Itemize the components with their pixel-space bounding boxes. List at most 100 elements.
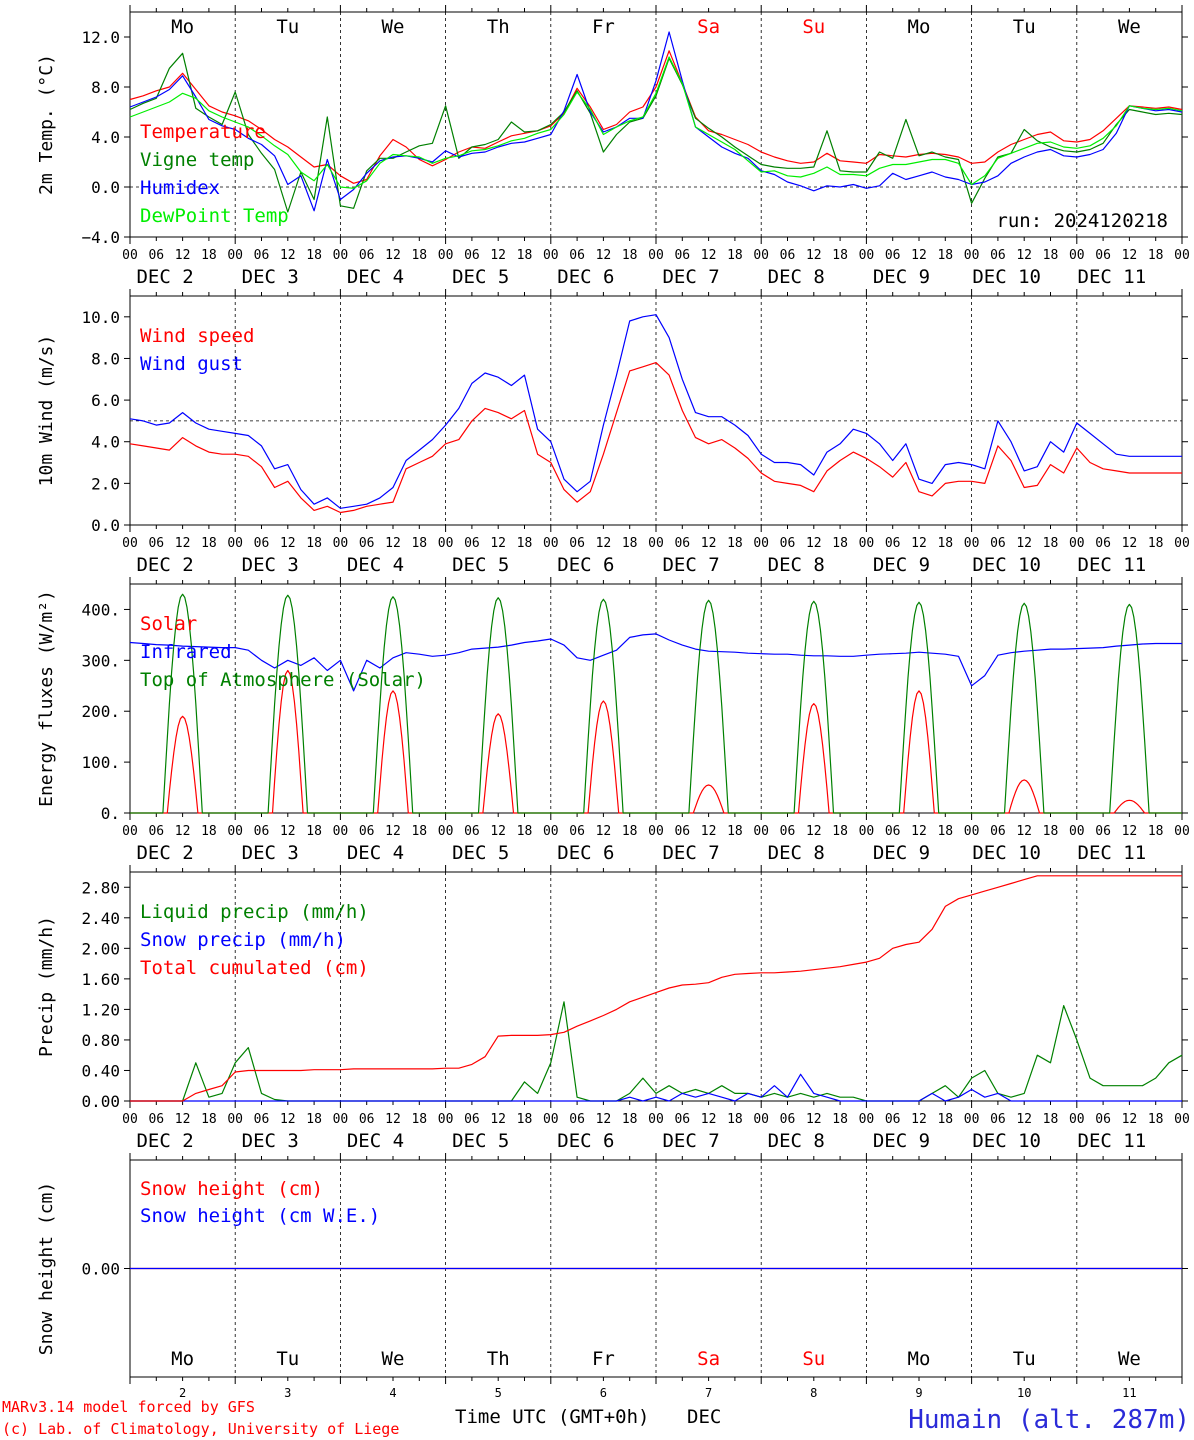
hour-tick-label: 00 — [543, 824, 559, 839]
hour-tick-label: 12 — [596, 248, 612, 263]
series-infrared — [129, 633, 1182, 692]
hour-tick-label: 12 — [175, 536, 191, 551]
hour-tick-label: 12 — [490, 1112, 506, 1127]
hour-tick-label: 00 — [859, 248, 875, 263]
hour-tick-label: 06 — [990, 536, 1006, 551]
date-label: DEC 9 — [873, 554, 930, 576]
date-label: DEC 4 — [347, 842, 404, 864]
series-total-cumulated-cm — [130, 875, 1182, 1102]
hour-tick-label: 00 — [1069, 1112, 1085, 1127]
hour-tick-label: 00 — [438, 824, 454, 839]
x-axis-unit: DEC — [687, 1406, 721, 1428]
hour-tick-label: 06 — [1095, 824, 1111, 839]
date-label: DEC 2 — [136, 554, 193, 576]
date-label: DEC 11 — [1078, 1130, 1147, 1152]
series-top-of-atmosphere-solar — [130, 593, 1182, 814]
hour-tick-label: 00 — [543, 1112, 559, 1127]
hour-tick-label: 06 — [780, 248, 796, 263]
hour-tick-label: 12 — [911, 1112, 927, 1127]
hour-tick-label: 12 — [911, 536, 927, 551]
hour-tick-label: 18 — [832, 1112, 848, 1127]
hour-tick-label: 18 — [937, 1112, 953, 1127]
hour-tick-label: 00 — [438, 248, 454, 263]
hour-tick-label: 00 — [438, 536, 454, 551]
hour-tick-label: 18 — [306, 248, 322, 263]
hour-tick-label: 00 — [859, 824, 875, 839]
hour-tick-label: 12 — [385, 536, 401, 551]
hour-tick-label: 00 — [1174, 248, 1190, 263]
hour-tick-label: 18 — [832, 248, 848, 263]
y-tick-label: 1.20 — [81, 1000, 120, 1019]
date-label: DEC 8 — [768, 1130, 825, 1152]
hour-tick-label: 06 — [780, 824, 796, 839]
date-label: DEC 7 — [662, 1130, 719, 1152]
y-tick-label: −4.0 — [81, 228, 120, 247]
hour-tick-label: 12 — [911, 824, 927, 839]
hour-tick-label: 00 — [859, 536, 875, 551]
day-number-label: 10 — [1017, 1386, 1031, 1400]
hour-tick-label: 18 — [622, 1112, 638, 1127]
date-label: DEC 5 — [452, 266, 509, 288]
hour-tick-label: 00 — [1174, 536, 1190, 551]
hour-tick-label: 06 — [885, 1112, 901, 1127]
hour-tick-label: 06 — [885, 536, 901, 551]
station-label: Humain (alt. 287m) — [908, 1405, 1190, 1435]
date-label: DEC 6 — [557, 1130, 614, 1152]
hour-tick-label: 00 — [964, 536, 980, 551]
hour-tick-label: 12 — [1122, 248, 1138, 263]
day-name: Su — [802, 1348, 825, 1370]
y-tick-label: 2.00 — [81, 939, 120, 958]
date-label: DEC 6 — [557, 554, 614, 576]
y-tick-label: 12.0 — [81, 28, 120, 47]
date-label: DEC 2 — [136, 266, 193, 288]
date-label: DEC 10 — [972, 266, 1041, 288]
x-axis-title: Time UTC (GMT+0h) — [455, 1406, 649, 1428]
y-tick-label: 100. — [81, 753, 120, 772]
hour-tick-label: 18 — [1148, 248, 1164, 263]
hour-tick-label: 18 — [622, 824, 638, 839]
credit-line-2: (c) Lab. of Climatology, University of L… — [2, 1420, 399, 1438]
hour-tick-label: 00 — [227, 824, 243, 839]
hour-tick-label: 06 — [254, 248, 270, 263]
hour-tick-label: 06 — [148, 536, 164, 551]
hour-tick-label: 06 — [254, 1112, 270, 1127]
date-label: DEC 4 — [347, 554, 404, 576]
hour-tick-label: 18 — [1148, 1112, 1164, 1127]
panel-4: 0.00 0.40 0.80 1.20 1.60 2.00 2.40 2.80 Precip (… — [36, 865, 1190, 1152]
y-axis-title: Energy fluxes (W/m²) — [36, 590, 57, 807]
hour-tick-label: 00 — [964, 248, 980, 263]
hour-tick-label: 18 — [517, 1112, 533, 1127]
legend-entry: Humidex — [140, 177, 220, 199]
date-label: DEC 4 — [347, 266, 404, 288]
day-name: Su — [802, 16, 825, 38]
legend-entry: Snow height (cm W.E.) — [140, 1205, 380, 1227]
y-tick-label: 0.40 — [81, 1061, 120, 1080]
hour-tick-label: 18 — [937, 536, 953, 551]
y-tick-label: 0.0 — [91, 178, 120, 197]
date-label: DEC 10 — [972, 1130, 1041, 1152]
hour-tick-label: 00 — [1069, 248, 1085, 263]
hour-tick-label: 18 — [201, 536, 217, 551]
hour-tick-label: 12 — [385, 824, 401, 839]
y-tick-label: 2.80 — [81, 878, 120, 897]
hour-tick-label: 18 — [306, 1112, 322, 1127]
hour-tick-label: 06 — [990, 824, 1006, 839]
y-tick-label: 0. — [101, 804, 120, 823]
hour-tick-label: 12 — [806, 824, 822, 839]
hour-tick-label: 12 — [280, 824, 296, 839]
date-label: DEC 2 — [136, 842, 193, 864]
legend-entry: Wind gust — [140, 353, 243, 375]
hour-tick-label: 18 — [727, 248, 743, 263]
hour-tick-label: 00 — [753, 824, 769, 839]
hour-tick-label: 18 — [201, 824, 217, 839]
day-name: Fr — [592, 1348, 615, 1370]
hour-tick-label: 12 — [490, 824, 506, 839]
hour-tick-label: 12 — [596, 536, 612, 551]
hour-tick-label: 06 — [359, 536, 375, 551]
y-tick-label: 0.0 — [91, 516, 120, 535]
y-axis-title: Precip (mm/h) — [36, 916, 57, 1057]
hour-tick-label: 18 — [411, 536, 427, 551]
hour-tick-label: 12 — [1122, 536, 1138, 551]
hour-tick-label: 12 — [280, 1112, 296, 1127]
day-name: Tu — [1013, 1348, 1036, 1370]
